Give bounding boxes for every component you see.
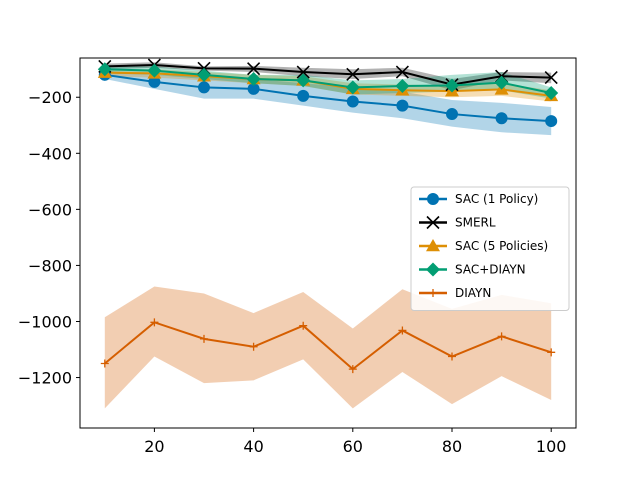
legend-entry-smerl: SMERL [419,216,496,230]
sac-diayn-line [104,68,552,95]
series-markers [97,58,559,374]
sac-1-policy-band [104,70,552,136]
y-tick-label: −400 [28,144,72,163]
diayn-point [448,352,456,361]
sac-1-policy-point [198,81,210,94]
series-lines [104,64,552,371]
legend-box [410,186,570,311]
diayn-point [398,326,407,335]
smerl-point [296,65,310,79]
legend-label: SMERL [455,216,496,230]
sac-diayn-point [246,72,261,87]
sac-1-policy-point [396,99,409,112]
y-axis: −1200 −1000 −800 −600 −400 −200 [18,88,80,388]
smerl-point [346,67,360,81]
diayn-point [299,321,308,330]
sac-1-policy-point [297,89,310,102]
smerl-point [544,71,558,85]
legend-marker [427,193,439,205]
diayn-point [100,359,109,368]
diayn-line [104,321,552,371]
x-tick-label: 20 [144,437,164,456]
sac-1-policy-point [346,95,359,108]
legend-marker [429,289,437,297]
legend-label: DIAYN [455,286,491,300]
diayn-point [249,342,258,351]
diayn-point [497,332,506,341]
sac-diayn-point [345,80,360,95]
legend-label: SAC (5 Policies) [455,239,548,253]
legend-entry-sac-5-policies: SAC (5 Policies) [419,239,548,253]
diayn-point [200,334,208,343]
legend-entry-sac-1-policy: SAC (1 Policy) [419,192,538,206]
y-tick-label: −800 [28,256,72,275]
legend: SAC (1 Policy) SMERL SAC (5 Policies) SAC+D… [410,186,570,311]
sac-1-policy-line [104,73,552,123]
x-tick-label: 60 [343,437,363,456]
legend-marker [426,215,440,230]
sac-1-policy-point [495,112,508,125]
x-tick-label: 100 [536,437,567,456]
legend-entry-sac-diayn: SAC+DIAYN [419,262,526,277]
legend-entry-diayn: DIAYN [419,286,491,300]
sac-diayn-point [395,79,410,94]
y-tick-label: −1200 [18,369,72,388]
diayn-point [150,318,159,327]
sac-diayn-point [197,67,211,82]
y-tick-label: −1000 [18,312,72,331]
legend-marker [426,239,440,252]
sac-diayn-point [147,63,162,78]
sac-1-policy-point [545,115,558,128]
diayn-point [547,348,556,357]
y-tick-label: −600 [28,200,72,219]
y-tick-label: −200 [28,88,72,107]
sac-diayn-point [97,62,112,77]
smerl-point [247,62,261,76]
smerl-line [104,64,552,86]
sac-diayn-point [296,73,311,88]
x-tick-label: 40 [243,437,263,456]
plot-frame [79,57,577,429]
x-tick-label: 80 [442,437,462,456]
sac-diayn-point [494,75,509,90]
x-axis: 20 40 60 80 100 [144,428,566,456]
smerl-point [395,65,409,79]
sac-1-policy-point [446,108,458,121]
diayn-point [348,365,357,374]
legend-marker [426,262,440,277]
sac-diayn-point [445,78,459,93]
sac-diayn-point [544,86,559,101]
legend-label: SAC (1 Policy) [455,192,538,206]
legend-label: SAC+DIAYN [455,263,526,277]
